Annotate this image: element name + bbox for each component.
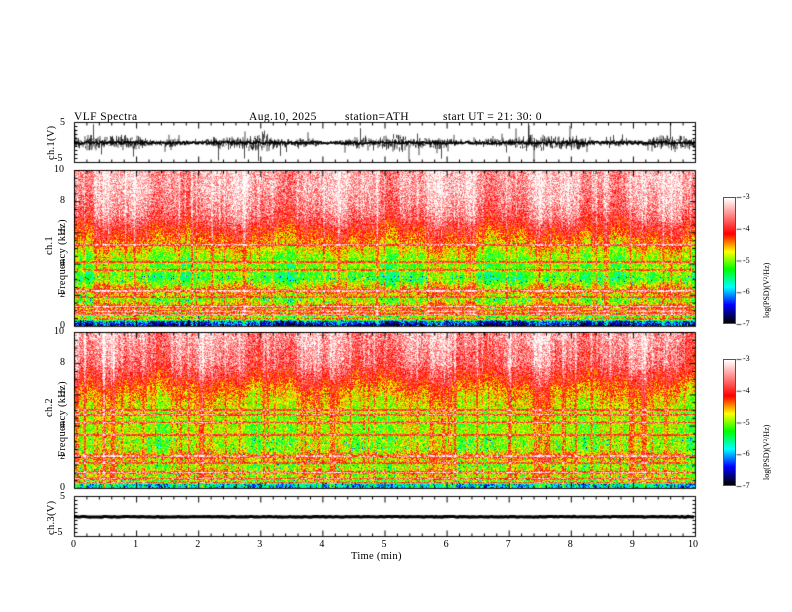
- ch2-freq-tick-0: 0: [60, 482, 65, 493]
- time-tick-10: 10: [688, 539, 698, 550]
- ch1-freq-tick-4: 4: [60, 257, 65, 269]
- ch1-freq-tick-6: 6: [60, 226, 65, 238]
- time-tick-9: 9: [629, 539, 635, 550]
- time-tick-1: 1: [133, 539, 139, 550]
- ch2-freq-tick-4: 4: [60, 419, 65, 431]
- colorbar-ch2-label: log(PSD)(V²/Hz): [762, 424, 771, 480]
- time-tick-6: 6: [443, 539, 449, 550]
- time-tick-4: 4: [319, 539, 325, 550]
- time-tick-3: 3: [257, 539, 263, 550]
- time-tick-2: 2: [195, 539, 201, 550]
- ch1-freq-tick-0: 0: [60, 320, 65, 331]
- cb1-tick-neg7: -7: [743, 319, 750, 328]
- cb1-tick-neg6: -6: [743, 287, 750, 297]
- time-tick-8: 8: [567, 539, 573, 550]
- cb1-tick-neg4: -4: [743, 223, 750, 233]
- colorbar-ch2: [723, 359, 736, 486]
- ch1-freq-tick-2: 2: [60, 288, 65, 300]
- ch2-freq-tick-10: 10: [54, 326, 64, 337]
- cb2-tick-neg4: -4: [743, 385, 750, 395]
- time-tick-5: 5: [381, 539, 387, 550]
- cb1-tick-neg5: -5: [743, 255, 750, 265]
- cb1-tick-neg3: -3: [743, 192, 750, 201]
- time-tick-7: 7: [505, 539, 511, 550]
- colorbar-ch2-gradient: [724, 360, 735, 485]
- ch1-freq-tick-10: 10: [54, 164, 64, 175]
- colorbar-ch1-label: log(PSD)(V²/Hz): [762, 262, 771, 318]
- ch2-freq-tick-2: 2: [60, 450, 65, 462]
- colorbar-ch1-gradient: [724, 198, 735, 323]
- x-axis-label: Time (min): [351, 551, 402, 562]
- cb2-tick-neg6: -6: [743, 449, 750, 459]
- ch2-freq-tick-8: 8: [60, 357, 65, 369]
- colorbar-ch1: [723, 197, 736, 324]
- time-tick-0: 0: [71, 539, 76, 550]
- cb2-tick-neg3: -3: [743, 354, 750, 363]
- ch1-freq-tick-8: 8: [60, 195, 65, 207]
- cb2-tick-neg7: -7: [743, 481, 750, 490]
- ch2-freq-tick-6: 6: [60, 388, 65, 400]
- cb2-tick-neg5: -5: [743, 417, 750, 427]
